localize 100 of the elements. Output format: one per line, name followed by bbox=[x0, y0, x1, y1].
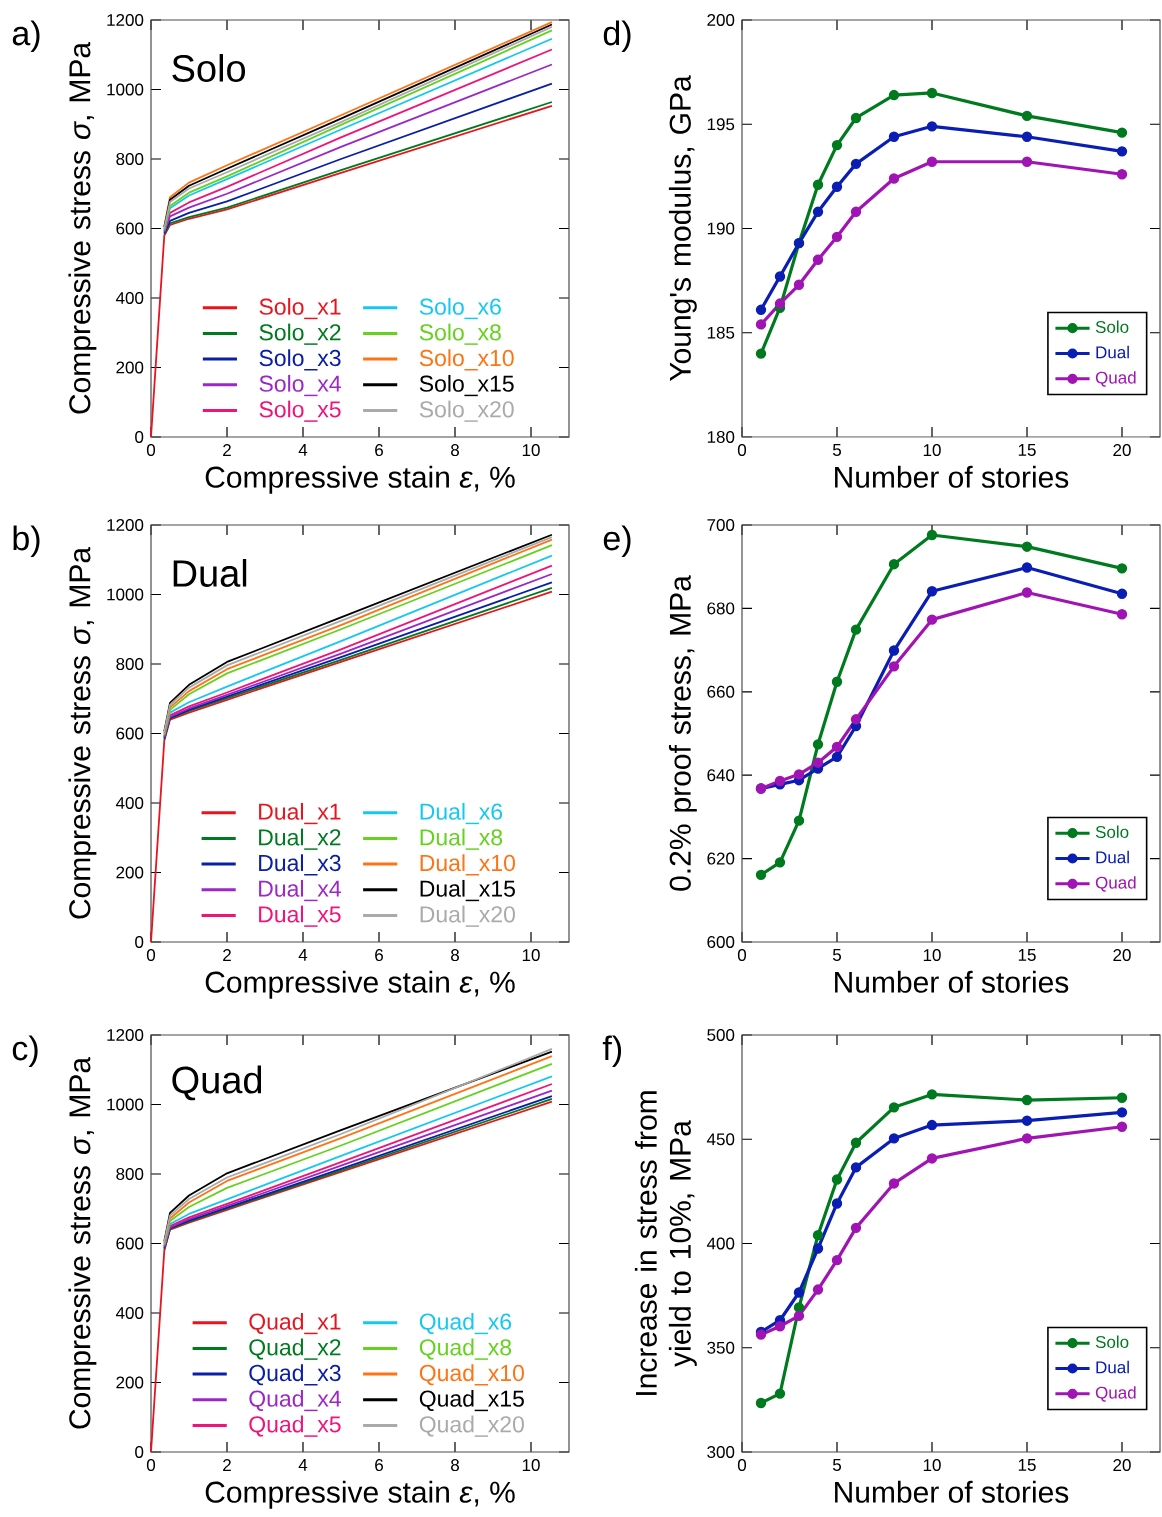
legend-label: Solo_x15 bbox=[419, 374, 514, 397]
legend-label: Dual bbox=[1096, 345, 1129, 359]
y-tick-label: 350 bbox=[707, 1341, 735, 1354]
x-axis-title: Number of stories bbox=[835, 1480, 1069, 1503]
y-tick-label: 200 bbox=[116, 1376, 144, 1389]
y-tick-label: 640 bbox=[707, 769, 735, 782]
x-tick-label: 6 bbox=[375, 444, 383, 457]
legend-label: Solo bbox=[1095, 320, 1129, 334]
x-tick-label: 10 bbox=[522, 949, 540, 962]
x-tick-label: 0 bbox=[737, 949, 747, 962]
y-tick-label: 1000 bbox=[107, 588, 144, 601]
y-tick-label: 600 bbox=[116, 222, 144, 235]
legend-label: Quad_x8 bbox=[419, 1338, 512, 1360]
y-tick-label: 620 bbox=[707, 852, 735, 865]
y-tick-label: 1200 bbox=[107, 518, 144, 532]
legend-label: Dual_x3 bbox=[259, 854, 341, 876]
legend-label: Solo bbox=[1095, 825, 1129, 839]
y-tick-label: 800 bbox=[116, 152, 144, 166]
y-tick-label: 700 bbox=[707, 518, 735, 531]
y-tick-label: 0 bbox=[135, 935, 144, 948]
text: f) bbox=[602, 1035, 622, 1068]
legend-label: Quad_x20 bbox=[419, 1415, 524, 1437]
x-tick-label: 0 bbox=[146, 444, 156, 457]
y-axis-title: Compressive stress σ, MPa bbox=[68, 1056, 97, 1429]
legend-label: Dual bbox=[1096, 850, 1129, 864]
x-axis-title: Compressive stain ε, % bbox=[205, 465, 515, 494]
x-tick-label: 15 bbox=[1018, 1459, 1036, 1471]
legend-label: Solo_x5 bbox=[259, 400, 341, 422]
legend-label: Solo_x2 bbox=[259, 323, 341, 345]
legend-label: Solo_x6 bbox=[419, 297, 501, 320]
y-tick-label: 0 bbox=[135, 430, 144, 443]
x-tick-label: 0 bbox=[146, 1459, 156, 1472]
x-tick-label: 2 bbox=[223, 949, 231, 961]
y-tick-label: 400 bbox=[115, 796, 144, 809]
y-tick-label: 185 bbox=[707, 326, 735, 339]
y-tick-label: 1000 bbox=[107, 83, 144, 96]
y-tick-label: 400 bbox=[115, 1306, 144, 1319]
x-tick-label: 5 bbox=[832, 444, 842, 456]
x-axis-title: Number of stories bbox=[835, 465, 1069, 488]
y-axis-title: Increase in stress from yield to 10%, MPa bbox=[634, 1091, 697, 1395]
annotation: Dual bbox=[173, 559, 247, 587]
y-tick-label: 1200 bbox=[107, 1028, 144, 1041]
y-tick-label: 1000 bbox=[107, 1098, 144, 1111]
annotation: Quad bbox=[172, 1065, 262, 1101]
legend-label: Quad_x6 bbox=[419, 1312, 512, 1335]
x-axis-title: Compressive stain ε, % bbox=[205, 970, 515, 999]
x-tick-label: 10 bbox=[522, 444, 540, 457]
text: b) bbox=[13, 525, 40, 558]
y-tick-label: 500 bbox=[707, 1028, 735, 1041]
legend-label: Solo_x8 bbox=[419, 323, 501, 345]
legend-label: Dual_x8 bbox=[420, 828, 503, 850]
legend-label: Dual_x20 bbox=[420, 905, 515, 927]
x-tick-label: 10 bbox=[522, 1459, 540, 1472]
x-tick-label: 0 bbox=[737, 1459, 747, 1472]
x-tick-label: 4 bbox=[298, 444, 308, 456]
legend-label: Quad_x5 bbox=[249, 1415, 341, 1437]
x-tick-label: 0 bbox=[737, 444, 747, 457]
legend-label: Dual_x2 bbox=[259, 828, 341, 850]
legend-label: Solo_x3 bbox=[259, 349, 341, 371]
x-tick-label: 6 bbox=[375, 1459, 383, 1472]
legend-label: Quad_x15 bbox=[419, 1389, 524, 1412]
x-tick-label: 8 bbox=[451, 949, 459, 962]
x-tick-label: 20 bbox=[1113, 444, 1131, 457]
x-tick-label: 5 bbox=[832, 1459, 842, 1471]
text: a) bbox=[12, 20, 40, 53]
x-tick-label: 8 bbox=[451, 444, 459, 457]
legend-label: Quad_x2 bbox=[249, 1338, 341, 1360]
legend-label: Quad bbox=[1095, 1386, 1136, 1402]
y-tick-label: 400 bbox=[706, 1237, 735, 1250]
x-tick-label: 20 bbox=[1113, 1459, 1131, 1472]
y-axis-title: Compressive stress σ, MPa bbox=[68, 546, 97, 919]
legend-label: Quad_x10 bbox=[419, 1364, 524, 1386]
x-tick-label: 8 bbox=[451, 1459, 459, 1472]
legend-label: Solo_x1 bbox=[259, 297, 341, 320]
x-tick-label: 0 bbox=[146, 949, 156, 962]
legend-label: Dual_x1 bbox=[259, 802, 341, 825]
x-tick-label: 4 bbox=[298, 949, 308, 961]
y-tick-label: 180 bbox=[707, 430, 735, 443]
legend-label: Quad_x4 bbox=[249, 1389, 341, 1412]
legend-label: Quad_x1 bbox=[249, 1312, 341, 1335]
legend-label: Solo_x20 bbox=[419, 400, 514, 422]
legend-label: Quad bbox=[1095, 876, 1136, 892]
legend-label: Quad_x3 bbox=[249, 1364, 341, 1386]
text: d) bbox=[603, 20, 631, 53]
legend-label: Solo_x10 bbox=[419, 349, 514, 371]
x-tick-label: 10 bbox=[923, 949, 941, 962]
y-tick-label: 600 bbox=[116, 1237, 144, 1250]
text: c) bbox=[12, 1035, 38, 1068]
legend-label: Dual_x5 bbox=[259, 905, 341, 927]
x-axis-title: Compressive stain ε, % bbox=[205, 1480, 515, 1509]
y-tick-label: 600 bbox=[116, 727, 144, 740]
x-tick-label: 6 bbox=[375, 949, 383, 962]
legend-label: Solo bbox=[1095, 1335, 1129, 1349]
x-tick-label: 2 bbox=[223, 1459, 231, 1471]
x-tick-label: 15 bbox=[1018, 949, 1036, 961]
y-tick-label: 300 bbox=[707, 1445, 735, 1458]
y-tick-label: 680 bbox=[707, 602, 735, 615]
x-tick-label: 10 bbox=[923, 1459, 941, 1472]
x-tick-label: 15 bbox=[1018, 444, 1036, 456]
x-axis-title: Number of stories bbox=[835, 970, 1069, 993]
